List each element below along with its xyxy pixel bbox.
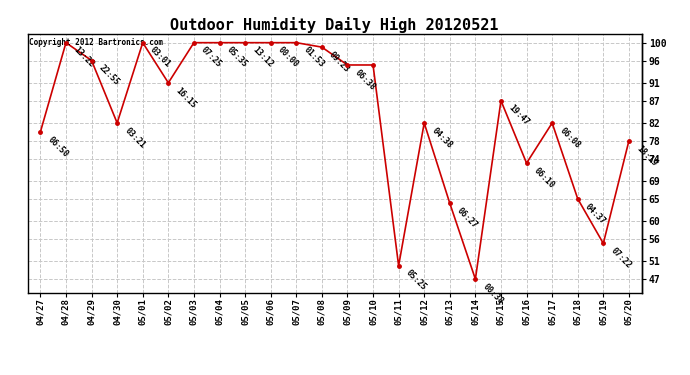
Title: Outdoor Humidity Daily High 20120521: Outdoor Humidity Daily High 20120521 xyxy=(170,16,499,33)
Text: 03:01: 03:01 xyxy=(148,45,172,69)
Text: 13:22: 13:22 xyxy=(72,45,96,69)
Text: 06:10: 06:10 xyxy=(532,166,556,190)
Text: 07:25: 07:25 xyxy=(199,45,224,69)
Text: 05:35: 05:35 xyxy=(225,45,249,69)
Text: 06:08: 06:08 xyxy=(558,126,582,150)
Text: Copyright 2012 Bartronics.com: Copyright 2012 Bartronics.com xyxy=(29,38,163,46)
Text: 16:15: 16:15 xyxy=(174,86,198,109)
Text: 19:47: 19:47 xyxy=(506,104,531,128)
Text: 01:53: 01:53 xyxy=(302,45,326,69)
Text: 04:38: 04:38 xyxy=(430,126,454,150)
Text: 05:25: 05:25 xyxy=(404,268,428,292)
Text: 13:12: 13:12 xyxy=(250,45,275,69)
Text: 06:38: 06:38 xyxy=(353,68,377,92)
Text: 00:00: 00:00 xyxy=(276,45,300,69)
Text: 07:22: 07:22 xyxy=(609,246,633,270)
Text: 03:21: 03:21 xyxy=(123,126,147,150)
Text: 18:19: 18:19 xyxy=(635,144,658,168)
Text: 06:50: 06:50 xyxy=(46,135,70,159)
Text: 09:23: 09:23 xyxy=(328,50,351,74)
Text: 04:37: 04:37 xyxy=(583,202,607,226)
Text: 06:27: 06:27 xyxy=(455,206,480,230)
Text: 22:55: 22:55 xyxy=(97,63,121,87)
Text: 00:38: 00:38 xyxy=(481,282,505,306)
